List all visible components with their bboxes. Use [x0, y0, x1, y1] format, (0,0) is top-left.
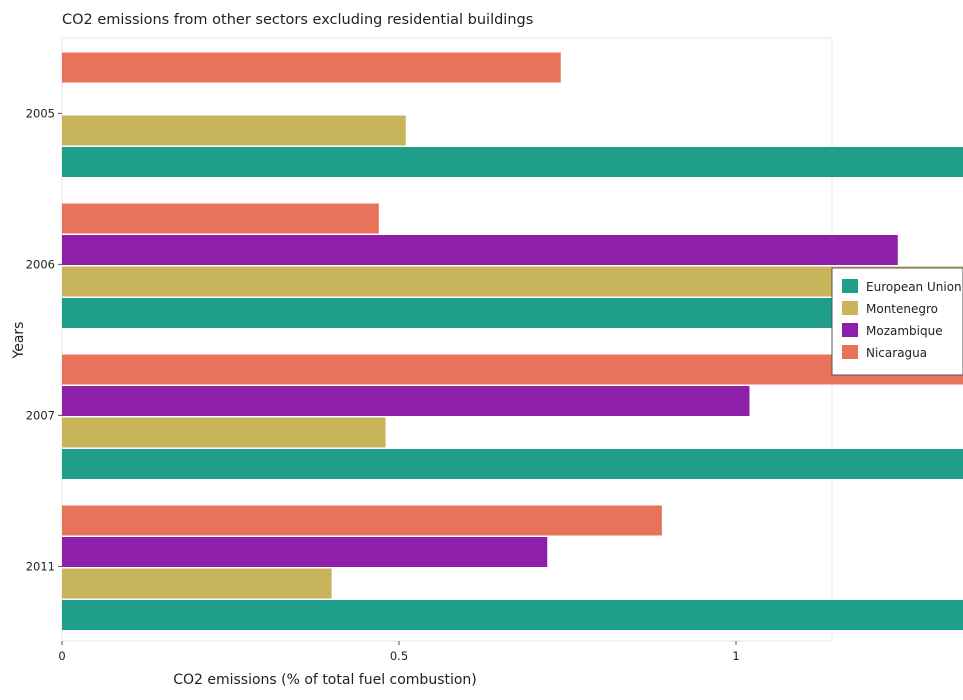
bar-european-union-2011 — [62, 600, 963, 630]
legend-label: Montenegro — [866, 302, 938, 316]
bar-european-union-2005 — [62, 147, 963, 177]
bar-european-union-2006 — [62, 298, 963, 328]
y-tick-label: 2011 — [26, 559, 55, 573]
x-tick-label: 1 — [732, 649, 739, 663]
bar-mozambique-2011 — [62, 537, 548, 567]
bar-nicaragua-2005 — [62, 52, 561, 83]
y-tick-label: 2005 — [26, 106, 55, 120]
legend: European Union Montenegro Mozambique Nicara… — [831, 267, 963, 376]
x-ticks: 00.511.52 — [58, 641, 740, 663]
legend-label: Nicaragua — [866, 346, 927, 360]
y-tick-label: 2007 — [26, 408, 55, 422]
legend-label: Mozambique — [866, 324, 943, 338]
y-axis-label: Years — [11, 322, 27, 360]
bar-nicaragua-2011 — [62, 505, 662, 536]
legend-swatch — [842, 345, 858, 359]
bar-montenegro-2007 — [62, 417, 386, 448]
bar-montenegro-2011 — [62, 568, 332, 599]
legend-swatch — [842, 301, 858, 315]
y-tick-label: 2006 — [26, 257, 55, 271]
x-axis-label: CO2 emissions (% of total fuel combustio… — [173, 672, 477, 688]
bar-mozambique-2007 — [62, 386, 750, 416]
legend-swatch — [842, 279, 858, 293]
bar-montenegro-2005 — [62, 115, 406, 146]
bar-nicaragua-2007 — [62, 354, 963, 385]
bars — [62, 52, 963, 630]
bar-montenegro-2006 — [62, 266, 963, 297]
bar-european-union-2007 — [62, 449, 963, 479]
legend-label: European Union — [866, 280, 962, 294]
legend-swatch — [842, 323, 858, 337]
bar-nicaragua-2006 — [62, 203, 379, 234]
chart-title: CO2 emissions from other sectors excludi… — [62, 12, 533, 28]
x-tick-label: 0.5 — [390, 649, 408, 663]
x-tick-label: 0 — [58, 649, 65, 663]
y-ticks: 2005 2006 2007 2011 — [26, 106, 62, 573]
bar-mozambique-2006 — [62, 235, 898, 265]
